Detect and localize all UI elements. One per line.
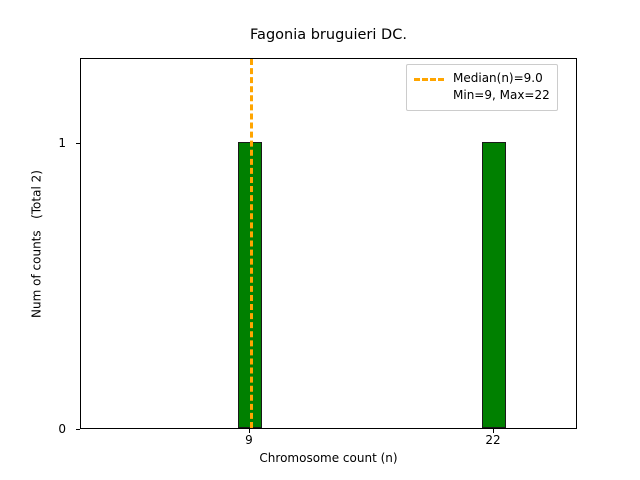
ytick-mark-0 (76, 429, 80, 430)
x-axis-label: Chromosome count (n) (259, 451, 398, 465)
page-title: Fagonia bruguieri DC. (250, 27, 407, 43)
xtick-label-9: 9 (245, 433, 253, 447)
xtick-label-22: 22 (485, 433, 501, 447)
legend-label-median: Median(n)=9.0 (453, 71, 543, 85)
legend: Median(n)=9.0 Min=9, Max=22 (406, 63, 558, 111)
legend-item-median: Median(n)=9.0 (414, 70, 550, 87)
legend-item-minmax: Min=9, Max=22 (414, 87, 550, 104)
ytick-label-1: 1 (58, 136, 66, 150)
y-axis-label: Num of counts (Total 2) (29, 169, 44, 318)
ytick-mark-1 (76, 143, 80, 144)
bar-22 (482, 142, 506, 428)
xtick-mark-9 (249, 429, 250, 433)
ytick-label-0: 0 (58, 422, 66, 436)
median-line (250, 59, 253, 428)
xtick-mark-22 (493, 429, 494, 433)
plot-area (80, 58, 577, 429)
legend-label-minmax: Min=9, Max=22 (453, 88, 550, 102)
